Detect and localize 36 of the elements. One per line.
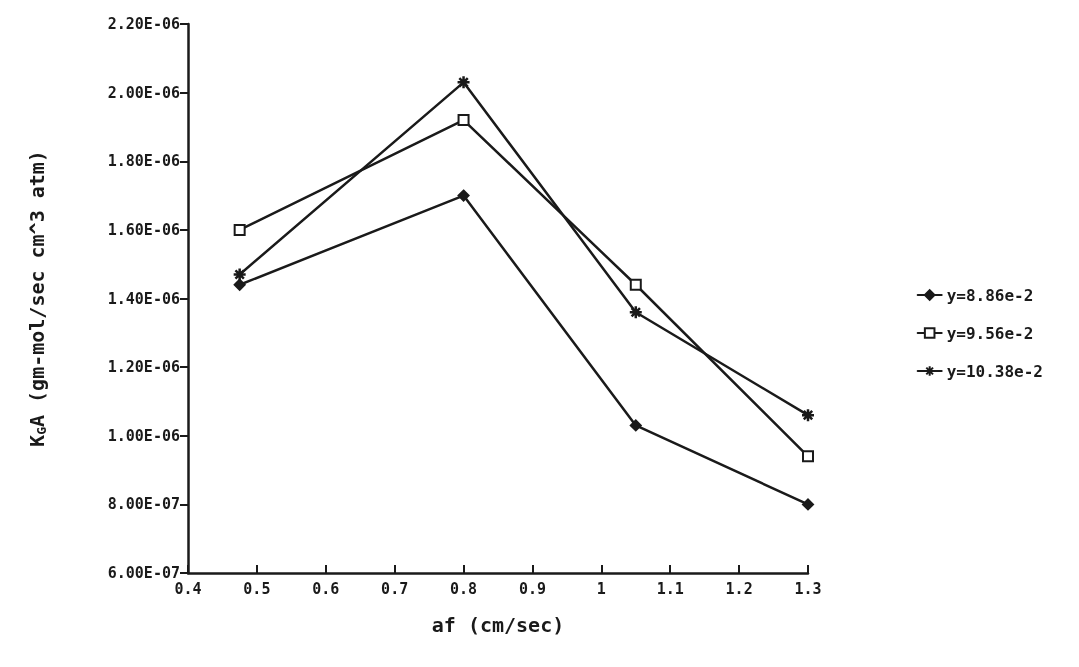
point — [233, 278, 246, 291]
x-tick-label: 0.7 — [381, 579, 409, 598]
point — [802, 450, 814, 463]
y-tick-label: 1.00E-06 — [107, 426, 180, 445]
point — [456, 75, 471, 90]
point — [800, 407, 816, 423]
point — [457, 189, 470, 202]
x-tick-label: 1.3 — [794, 579, 822, 598]
x-tick-label: 0.5 — [243, 579, 271, 598]
x-tick-label: 0.4 — [174, 579, 202, 598]
x-tick-label: 1.1 — [656, 579, 684, 598]
legend-label: y=8.86e-2 — [946, 285, 1034, 305]
point — [629, 278, 642, 291]
x-tick-label: 1 — [596, 579, 606, 598]
x-tick-label: 0.6 — [312, 579, 340, 598]
y-tick-label: 1.60E-06 — [107, 220, 180, 239]
y-tick-label: 1.40E-06 — [107, 289, 180, 308]
legend-label: y=9.56e-2 — [946, 323, 1034, 343]
y-tick-label: 6.00E-07 — [107, 564, 180, 582]
x-tick-label: 0.9 — [518, 579, 546, 598]
x-tick-label: 0.8 — [450, 579, 478, 598]
point — [233, 223, 246, 236]
point — [629, 419, 642, 432]
y-tick-label: 1.20E-06 — [107, 358, 180, 377]
y-axis-title: KGA (gm-mol/sec cm^3 atm) — [24, 150, 49, 447]
legend-label: y=10.38e-2 — [946, 361, 1043, 381]
y-tick-label: 2.00E-06 — [107, 83, 180, 102]
y-tick-label: 2.20E-06 — [107, 15, 180, 33]
y-tick-label: 1.80E-06 — [107, 152, 180, 171]
point — [457, 114, 470, 127]
y-tick-label: 8.00E-07 — [107, 495, 180, 514]
x-tick-label: 1.2 — [725, 579, 753, 598]
point — [802, 498, 814, 511]
x-axis-title: af (cm/sec) — [431, 613, 565, 637]
point — [232, 267, 247, 282]
point — [628, 304, 644, 320]
